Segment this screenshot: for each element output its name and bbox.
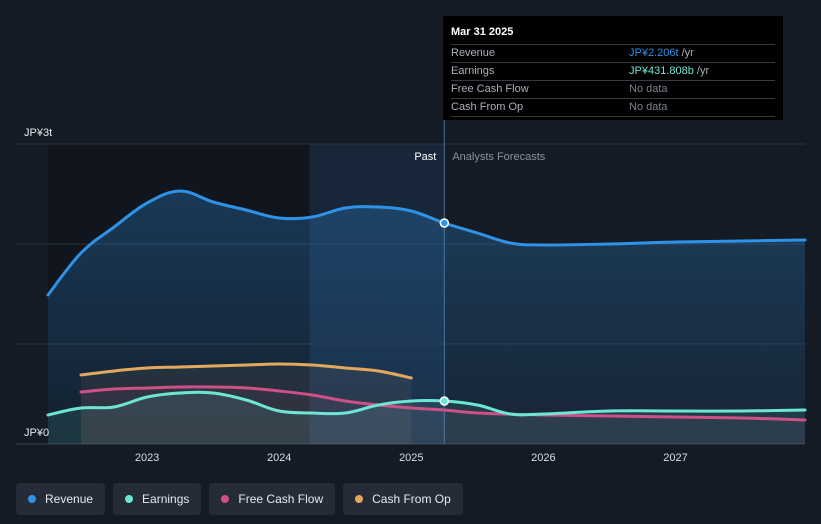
tooltip-row-earnings: Earnings JP¥431.808b /yr xyxy=(451,62,775,80)
x-tick-label: 2027 xyxy=(663,452,687,464)
series-line-earnings xyxy=(46,390,807,417)
legend: Revenue Earnings Free Cash Flow Cash Fro… xyxy=(16,483,463,515)
legend-item-revenue[interactable]: Revenue xyxy=(16,483,106,515)
tooltip-label: Cash From Op xyxy=(451,101,524,113)
tooltip-value: JP¥2.206t xyxy=(629,47,679,59)
x-tick-label: 2023 xyxy=(135,452,159,464)
past-label: Past xyxy=(414,151,436,163)
legend-label: Free Cash Flow xyxy=(238,492,324,506)
tooltip-row-revenue: Revenue JP¥2.206t /yr xyxy=(451,44,775,62)
marker-point-revenue xyxy=(439,218,450,228)
tooltip-unit: /yr xyxy=(678,47,694,59)
tooltip-value: No data xyxy=(629,101,668,113)
series-line-cash-from-op xyxy=(79,362,413,380)
legend-label: Revenue xyxy=(45,492,94,506)
legend-label: Cash From Op xyxy=(372,492,451,506)
tooltip-unit: /yr xyxy=(693,65,710,77)
legend-item-free-cash-flow[interactable]: Free Cash Flow xyxy=(209,483,336,515)
tooltip-row-free-cash-flow: Free Cash Flow No data xyxy=(451,80,775,98)
y-axis-top-label: JP¥3t xyxy=(24,127,52,139)
tooltip-value: JP¥431.808b xyxy=(629,65,694,77)
legend-item-earnings[interactable]: Earnings xyxy=(113,483,202,515)
tooltip-label: Free Cash Flow xyxy=(451,83,529,95)
legend-dot-icon xyxy=(221,495,230,503)
tooltip-row-cash-from-op: Cash From Op No data xyxy=(451,98,775,117)
forecast-label: Analysts Forecasts xyxy=(452,151,545,163)
legend-dot-icon xyxy=(355,495,364,503)
series-line-free-cash-flow xyxy=(79,385,807,422)
tooltip-date: Mar 31 2025 xyxy=(451,26,514,38)
series-area-revenue xyxy=(48,190,805,444)
tooltip-label: Revenue xyxy=(451,47,496,59)
y-axis-bottom-label: JP¥0 xyxy=(24,427,49,439)
x-tick-label: 2024 xyxy=(267,452,291,464)
tooltip-value: No data xyxy=(629,83,668,95)
legend-item-cash-from-op[interactable]: Cash From Op xyxy=(343,483,463,515)
legend-label: Earnings xyxy=(142,492,190,506)
x-tick-label: 2025 xyxy=(399,452,423,464)
tooltip: Mar 31 2025 Revenue JP¥2.206t /yr Earnin… xyxy=(443,16,783,120)
tooltip-label: Earnings xyxy=(451,65,495,77)
x-tick-label: 2026 xyxy=(531,452,555,464)
series-area-earnings xyxy=(48,392,805,444)
legend-dot-icon xyxy=(28,495,36,503)
series-line-revenue xyxy=(46,189,807,297)
legend-dot-icon xyxy=(125,495,134,503)
marker-point-earnings xyxy=(439,396,450,406)
